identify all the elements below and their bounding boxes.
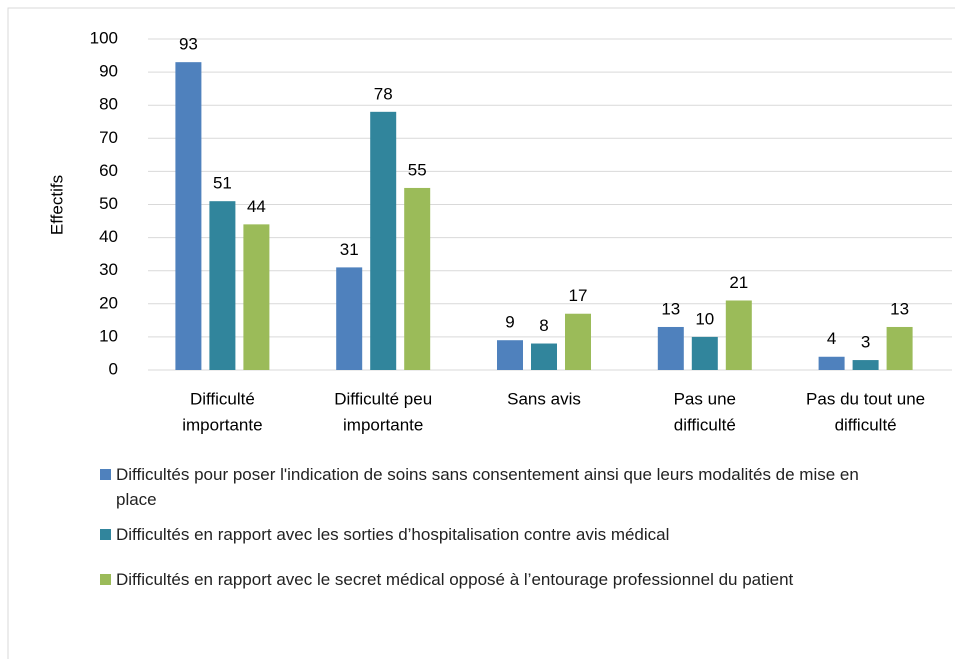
y-tick-label: 70 bbox=[99, 128, 118, 147]
x-tick-label: Sans avis bbox=[507, 389, 581, 408]
data-label: 13 bbox=[661, 299, 680, 318]
data-label: 9 bbox=[505, 313, 514, 332]
data-label: 31 bbox=[340, 240, 359, 259]
legend-label: Difficultés en rapport avec les sorties … bbox=[116, 525, 670, 544]
legend-swatch bbox=[100, 469, 111, 480]
x-tick-label: Pas une bbox=[674, 389, 736, 408]
data-label: 78 bbox=[374, 84, 393, 103]
legend-entry: Difficultés pour poser l'indication de s… bbox=[100, 462, 900, 512]
data-label: 51 bbox=[213, 174, 232, 193]
bar bbox=[565, 313, 591, 370]
x-tick-label: Difficulté peu bbox=[334, 389, 432, 408]
y-tick-label: 20 bbox=[99, 293, 118, 312]
bar bbox=[657, 326, 684, 370]
bar bbox=[404, 187, 431, 370]
data-label: 44 bbox=[247, 197, 266, 216]
y-tick-label: 0 bbox=[109, 359, 118, 378]
legend-entry: Difficultés en rapport avec les sorties … bbox=[100, 522, 900, 547]
chart-border bbox=[7, 7, 955, 659]
y-tick-label: 30 bbox=[99, 260, 118, 279]
bar bbox=[336, 267, 363, 370]
bar bbox=[370, 111, 397, 370]
legend-swatch bbox=[100, 529, 111, 540]
bar bbox=[243, 224, 270, 370]
bar bbox=[818, 356, 845, 370]
y-tick-label: 40 bbox=[99, 227, 118, 246]
legend: Difficultés pour poser l'indication de s… bbox=[100, 462, 900, 602]
data-label: 8 bbox=[539, 316, 548, 335]
bar bbox=[497, 340, 523, 370]
bar bbox=[852, 360, 879, 370]
data-label: 13 bbox=[890, 299, 909, 318]
data-label: 4 bbox=[827, 329, 836, 348]
data-label: 10 bbox=[695, 309, 714, 328]
bar bbox=[886, 326, 913, 370]
bar bbox=[691, 336, 718, 370]
data-label: 3 bbox=[861, 333, 870, 352]
x-tick-label: Pas du tout une bbox=[806, 389, 925, 408]
bar bbox=[209, 201, 236, 370]
x-tick-label: difficulté bbox=[835, 415, 897, 434]
y-tick-label: 10 bbox=[99, 326, 118, 345]
y-axis-label: Effectifs bbox=[47, 175, 66, 235]
y-tick-label: 100 bbox=[90, 28, 118, 47]
data-label: 21 bbox=[729, 273, 748, 292]
x-tick-label: Difficulté bbox=[190, 389, 255, 408]
data-label: 93 bbox=[179, 35, 198, 54]
y-tick-label: 60 bbox=[99, 161, 118, 180]
data-label: 17 bbox=[569, 286, 588, 305]
bar bbox=[175, 62, 202, 371]
y-tick-label: 80 bbox=[99, 95, 118, 114]
y-tick-label: 90 bbox=[99, 62, 118, 81]
bar bbox=[725, 300, 752, 370]
legend-label: Difficultés pour poser l'indication de s… bbox=[116, 465, 859, 509]
x-tick-label: importante bbox=[343, 415, 423, 434]
x-tick-label: difficulté bbox=[674, 415, 736, 434]
y-tick-label: 50 bbox=[99, 194, 118, 213]
data-label: 55 bbox=[408, 160, 427, 179]
legend-label: Difficultés en rapport avec le secret mé… bbox=[116, 570, 794, 589]
bar bbox=[531, 343, 557, 370]
x-tick-label: importante bbox=[182, 415, 262, 434]
legend-entry: Difficultés en rapport avec le secret mé… bbox=[100, 567, 900, 592]
legend-swatch bbox=[100, 574, 111, 585]
